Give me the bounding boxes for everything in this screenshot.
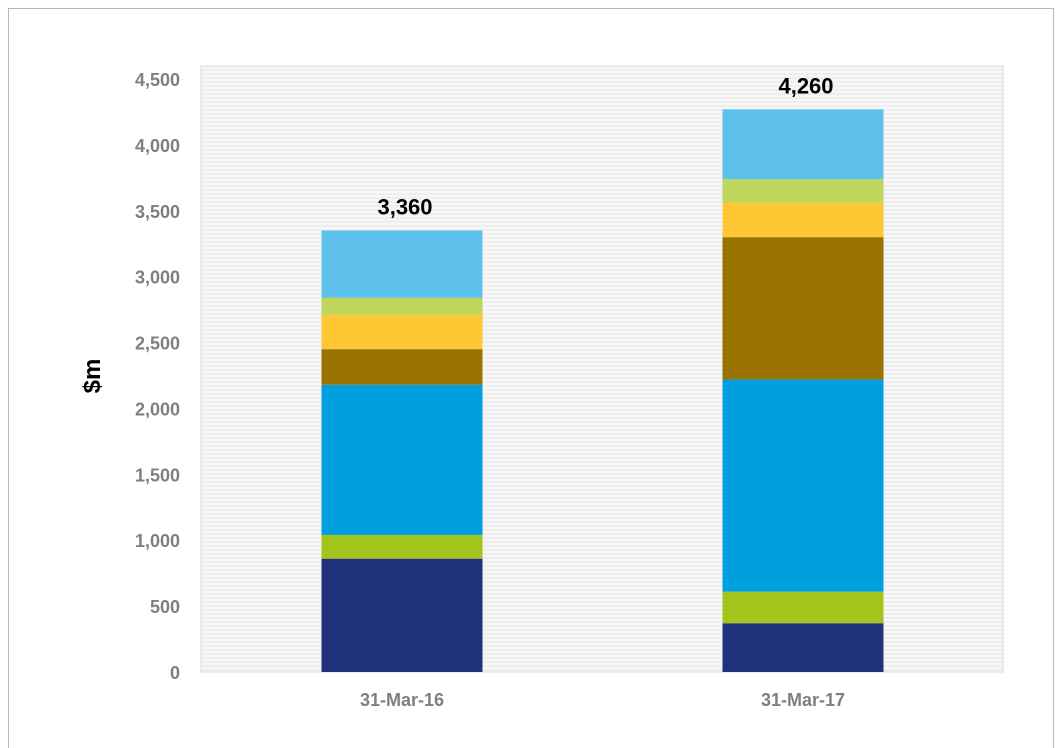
y-tick-label: 3,500 bbox=[135, 202, 180, 222]
y-tick-label: 4,500 bbox=[135, 70, 180, 90]
y-tick-label: 4,000 bbox=[135, 136, 180, 156]
bar-segment bbox=[321, 349, 483, 385]
bar-segment bbox=[722, 379, 884, 592]
bar-segment bbox=[321, 534, 483, 559]
y-tick-label: 0 bbox=[170, 663, 180, 683]
bar-segment bbox=[321, 230, 483, 298]
bar-segment bbox=[722, 179, 884, 203]
bar-segment bbox=[321, 558, 483, 672]
bar-segment bbox=[722, 623, 884, 672]
y-tick-label: 500 bbox=[150, 597, 180, 617]
bar-segment bbox=[722, 237, 884, 380]
bar-segment bbox=[722, 109, 884, 180]
bar-segment bbox=[321, 297, 483, 315]
bar-segment bbox=[321, 314, 483, 350]
x-category-label: 31-Mar-16 bbox=[360, 690, 444, 710]
y-tick-label: 1,500 bbox=[135, 465, 180, 485]
y-tick-label: 3,000 bbox=[135, 268, 180, 288]
stacked-bar-chart: 0 500 1,000 1,500 2,000 2,500 3,000 3,500 4,000 4… bbox=[79, 65, 1004, 710]
bar-total-label: 3,360 bbox=[377, 195, 432, 220]
y-tick-label: 1,000 bbox=[135, 531, 180, 551]
y-tick-label: 2,500 bbox=[135, 334, 180, 354]
bar-segment bbox=[722, 591, 884, 624]
y-axis-label: $m bbox=[79, 359, 106, 394]
bar-total-label: 4,260 bbox=[778, 73, 833, 98]
y-tick-label: 2,000 bbox=[135, 399, 180, 419]
bar-segment bbox=[722, 202, 884, 238]
bar-segment bbox=[321, 384, 483, 535]
x-category-label: 31-Mar-17 bbox=[761, 690, 845, 710]
